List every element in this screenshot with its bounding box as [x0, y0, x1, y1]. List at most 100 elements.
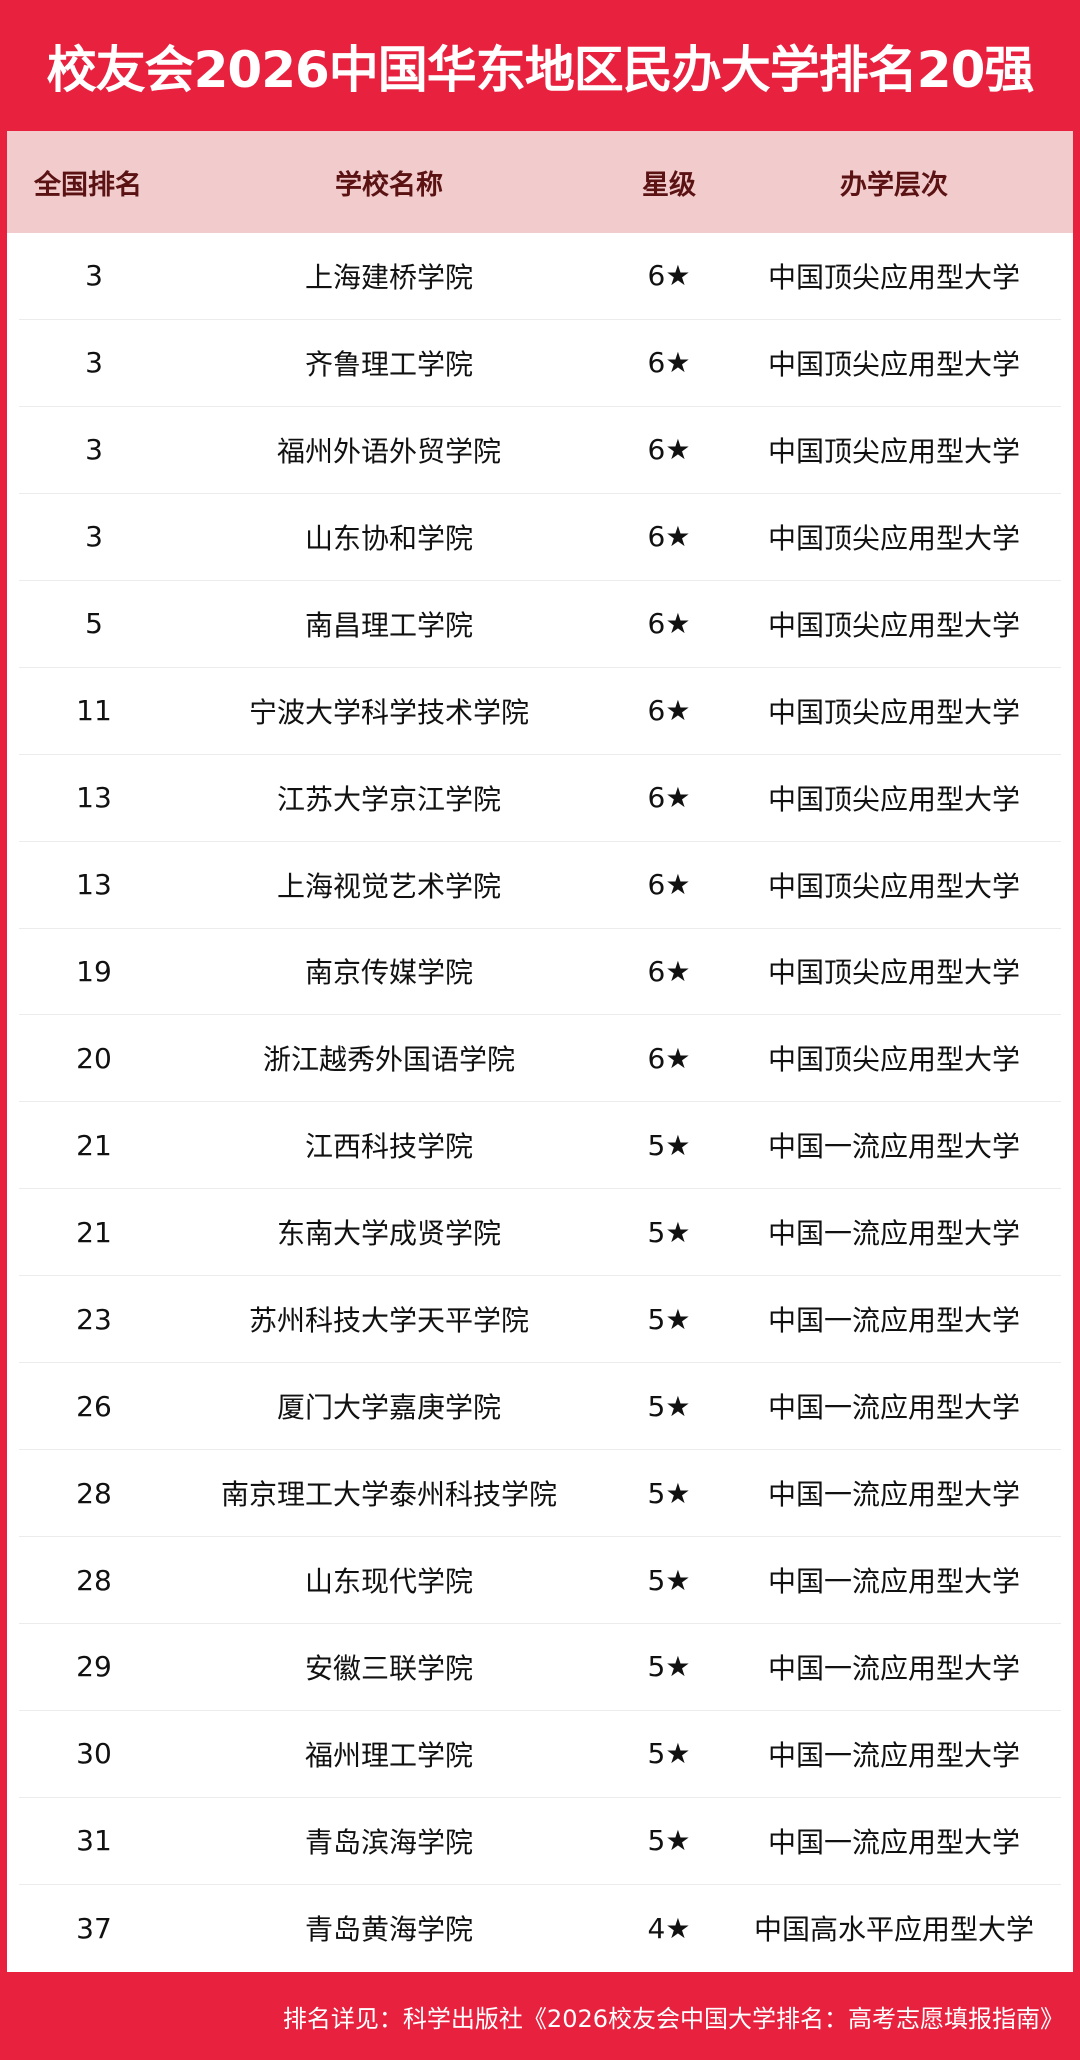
cell-rank: 13	[76, 868, 112, 902]
cell-school-name: 南京理工大学泰州科技学院	[220, 1478, 557, 1512]
table-row: 3 山东协和学院 6★ 中国顶尖应用型大学	[19, 494, 1061, 581]
cell-level: 中国一流应用型大学	[767, 1478, 1020, 1512]
table-row: 3 上海建桥学院 6★ 中国顶尖应用型大学	[19, 233, 1061, 320]
table-row: 20 浙江越秀外国语学院 6★ 中国顶尖应用型大学	[19, 1015, 1061, 1103]
table-row: 21 江西科技学院 5★ 中国一流应用型大学	[19, 1102, 1061, 1190]
cell-school-name: 上海视觉艺术学院	[276, 869, 501, 903]
cell-rank: 28	[76, 1563, 112, 1597]
table-row: 3 齐鲁理工学院 6★ 中国顶尖应用型大学	[19, 320, 1061, 407]
cell-rank: 3	[85, 433, 103, 467]
table-row: 30 福州理工学院 5★ 中国一流应用型大学	[19, 1711, 1061, 1798]
cell-level: 中国一流应用型大学	[767, 1391, 1020, 1425]
cell-level: 中国顶尖应用型大学	[767, 695, 1020, 729]
cell-stars: 5★	[647, 1650, 691, 1684]
cell-level: 中国顶尖应用型大学	[767, 434, 1020, 468]
cell-level: 中国一流应用型大学	[767, 1825, 1020, 1859]
cell-school-name: 山东现代学院	[304, 1565, 473, 1599]
cell-school-name: 山东协和学院	[304, 521, 473, 555]
cell-school-name: 青岛黄海学院	[304, 1913, 473, 1947]
cell-level: 中国一流应用型大学	[767, 1565, 1020, 1599]
cell-school-name: 福州理工学院	[304, 1738, 473, 1772]
cell-level: 中国一流应用型大学	[767, 1130, 1020, 1164]
cell-level: 中国一流应用型大学	[767, 1738, 1020, 1772]
table-row: 26 厦门大学嘉庚学院 5★ 中国一流应用型大学	[19, 1363, 1061, 1451]
cell-stars: 6★	[647, 694, 691, 728]
cell-stars: 6★	[647, 607, 691, 641]
cell-stars: 5★	[647, 1215, 691, 1249]
table-row: 29 安徽三联学院 5★ 中国一流应用型大学	[19, 1624, 1061, 1711]
cell-rank: 30	[76, 1737, 112, 1771]
table-row: 21 东南大学成贤学院 5★ 中国一流应用型大学	[19, 1189, 1061, 1277]
page-title: 校友会2026中国华东地区民办大学排名20强	[46, 40, 1035, 99]
cell-level: 中国高水平应用型大学	[753, 1913, 1034, 1947]
cell-level: 中国顶尖应用型大学	[767, 869, 1020, 903]
cell-stars: 6★	[647, 433, 691, 467]
cell-rank: 11	[76, 694, 112, 728]
cell-rank: 26	[76, 1389, 112, 1423]
cell-stars: 6★	[647, 954, 691, 988]
cell-rank: 19	[76, 954, 112, 988]
cell-rank: 3	[85, 259, 103, 293]
cell-school-name: 福州外语外贸学院	[276, 434, 501, 468]
cell-stars: 5★	[647, 1389, 691, 1423]
table-row: 5 南昌理工学院 6★ 中国顶尖应用型大学	[19, 581, 1061, 668]
cell-stars: 6★	[647, 259, 691, 293]
cell-stars: 6★	[647, 346, 691, 380]
cell-school-name: 江西科技学院	[304, 1130, 473, 1164]
cell-rank: 29	[76, 1650, 112, 1684]
header-level: 办学层次	[840, 169, 948, 201]
cell-rank: 13	[76, 781, 112, 815]
cell-school-name: 齐鲁理工学院	[304, 347, 473, 381]
cell-level: 中国顶尖应用型大学	[767, 608, 1020, 642]
cell-stars: 5★	[647, 1563, 691, 1597]
table-header: 全国排名 学校名称 星级 办学层次	[7, 131, 1073, 233]
header-stars: 星级	[642, 169, 696, 201]
cell-school-name: 苏州科技大学天平学院	[248, 1304, 529, 1338]
cell-stars: 6★	[647, 781, 691, 815]
table-row: 3 福州外语外贸学院 6★ 中国顶尖应用型大学	[19, 407, 1061, 494]
cell-school-name: 青岛滨海学院	[304, 1825, 473, 1859]
cell-level: 中国顶尖应用型大学	[767, 521, 1020, 555]
cell-stars: 5★	[647, 1737, 691, 1771]
table-row: 37 青岛黄海学院 4★ 中国高水平应用型大学	[19, 1885, 1061, 1972]
cell-stars: 6★	[647, 520, 691, 554]
cell-stars: 5★	[647, 1302, 691, 1336]
cell-rank: 20	[76, 1041, 112, 1075]
cell-level: 中国顶尖应用型大学	[767, 260, 1020, 294]
cell-rank: 23	[76, 1302, 112, 1336]
cell-school-name: 东南大学成贤学院	[276, 1217, 501, 1251]
cell-stars: 5★	[647, 1476, 691, 1510]
ranking-table: 全国排名 学校名称 星级 办学层次 3 上海建桥学院 6★ 中国顶尖应用型大学 3 齐鲁理…	[7, 131, 1073, 1972]
table-row: 13 江苏大学京江学院 6★ 中国顶尖应用型大学	[19, 755, 1061, 842]
cell-level: 中国顶尖应用型大学	[767, 782, 1020, 816]
cell-school-name: 南昌理工学院	[304, 608, 473, 642]
cell-stars: 5★	[647, 1128, 691, 1162]
cell-school-name: 南京传媒学院	[304, 956, 473, 990]
cell-rank: 21	[76, 1215, 112, 1249]
source-note: 排名详见：科学出版社《2026校友会中国大学排名：高考志愿填报指南》	[282, 2004, 1064, 2033]
cell-school-name: 安徽三联学院	[304, 1651, 473, 1685]
cell-level: 中国一流应用型大学	[767, 1217, 1020, 1251]
table-row: 19 南京传媒学院 6★ 中国顶尖应用型大学	[19, 929, 1061, 1016]
table-row: 31 青岛滨海学院 5★ 中国一流应用型大学	[19, 1798, 1061, 1885]
cell-level: 中国顶尖应用型大学	[767, 347, 1020, 381]
table-row: 23 苏州科技大学天平学院 5★ 中国一流应用型大学	[19, 1276, 1061, 1364]
cell-level: 中国顶尖应用型大学	[767, 956, 1020, 990]
cell-school-name: 厦门大学嘉庚学院	[276, 1391, 501, 1425]
cell-school-name: 宁波大学科学技术学院	[248, 695, 529, 729]
cell-school-name: 浙江越秀外国语学院	[262, 1043, 515, 1077]
cell-school-name: 江苏大学京江学院	[276, 782, 501, 816]
table-row: 28 山东现代学院 5★ 中国一流应用型大学	[19, 1537, 1061, 1624]
cell-stars: 6★	[647, 868, 691, 902]
cell-rank: 28	[76, 1476, 112, 1510]
cell-stars: 6★	[647, 1041, 691, 1075]
header-school: 学校名称	[335, 169, 443, 201]
cell-rank: 37	[76, 1911, 112, 1945]
cell-level: 中国一流应用型大学	[767, 1651, 1020, 1685]
cell-stars: 4★	[647, 1911, 691, 1945]
header-rank: 全国排名	[34, 169, 142, 201]
cell-stars: 5★	[647, 1824, 691, 1858]
cell-rank: 31	[76, 1824, 112, 1858]
cell-rank: 3	[85, 520, 103, 554]
table-row: 11 宁波大学科学技术学院 6★ 中国顶尖应用型大学	[19, 668, 1061, 755]
